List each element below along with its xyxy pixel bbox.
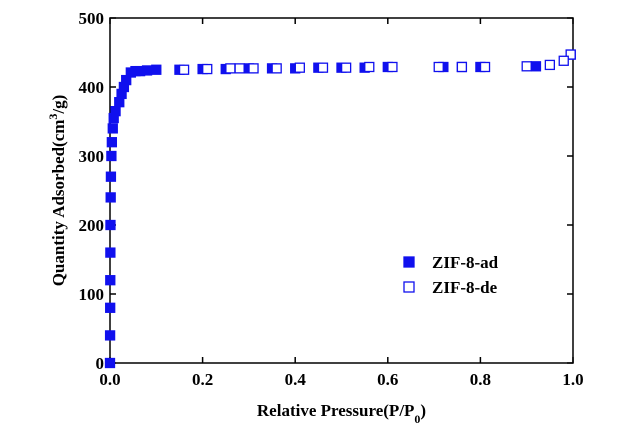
axis-title-part: 0 [414,412,420,426]
axis-title: Quantity Adsorbed(cm3/g) [46,95,68,287]
y-tick-label: 500 [79,9,105,28]
data-point [248,63,259,74]
x-tick-label: 1.0 [562,370,583,389]
data-point [456,61,468,73]
y-tick-label: 0 [96,354,105,373]
data-point [105,302,116,313]
axis-title-part: 3 [46,114,60,120]
axis-title-part: ) [420,401,426,420]
data-point [433,61,444,73]
data-point [558,55,569,66]
data-point [110,106,121,117]
y-tick-label: 400 [79,78,105,97]
axis-title: Relative Pressure(P/P0) [257,401,426,426]
x-tick-label: 0.4 [285,370,307,389]
data-point [105,247,116,258]
data-point [106,150,117,162]
data-point [530,61,542,72]
data-point [387,61,398,73]
axis-title-part: Quantity Adsorbed(cm [49,120,68,287]
data-point [225,63,236,74]
data-point [294,62,305,73]
data-point [106,137,118,148]
data-point [234,63,245,74]
axis-title-part: /g) [49,95,68,115]
legend-label: ZIF-8-de [432,278,498,297]
data-point [521,61,532,72]
x-tick-label: 0.8 [470,370,491,389]
y-tick-label: 100 [79,285,105,304]
data-point [271,63,282,74]
data-point [105,219,116,231]
data-point [340,62,352,73]
data-point [364,61,375,73]
data-point [107,123,118,134]
legend-marker [403,256,415,268]
y-tick-label: 200 [79,216,105,235]
y-tick-label: 300 [79,147,105,166]
x-tick-label: 0.6 [377,370,398,389]
data-point [479,61,491,73]
data-point [104,357,116,369]
data-point [317,62,329,73]
data-point [202,63,213,75]
x-tick-label: 0.0 [99,370,120,389]
data-point [105,192,116,203]
data-point [565,49,576,60]
plot-frame [109,17,574,364]
data-point [105,171,117,182]
data-point [151,64,162,75]
data-point [104,330,116,341]
data-point [105,275,116,286]
data-point [178,64,190,75]
axis-title-part: Relative Pressure(P/P [257,401,415,420]
x-tick-label: 0.2 [192,370,213,389]
data-point [141,65,153,76]
data-point [544,59,555,71]
legend-marker [403,281,415,293]
legend-label: ZIF-8-ad [432,253,499,272]
